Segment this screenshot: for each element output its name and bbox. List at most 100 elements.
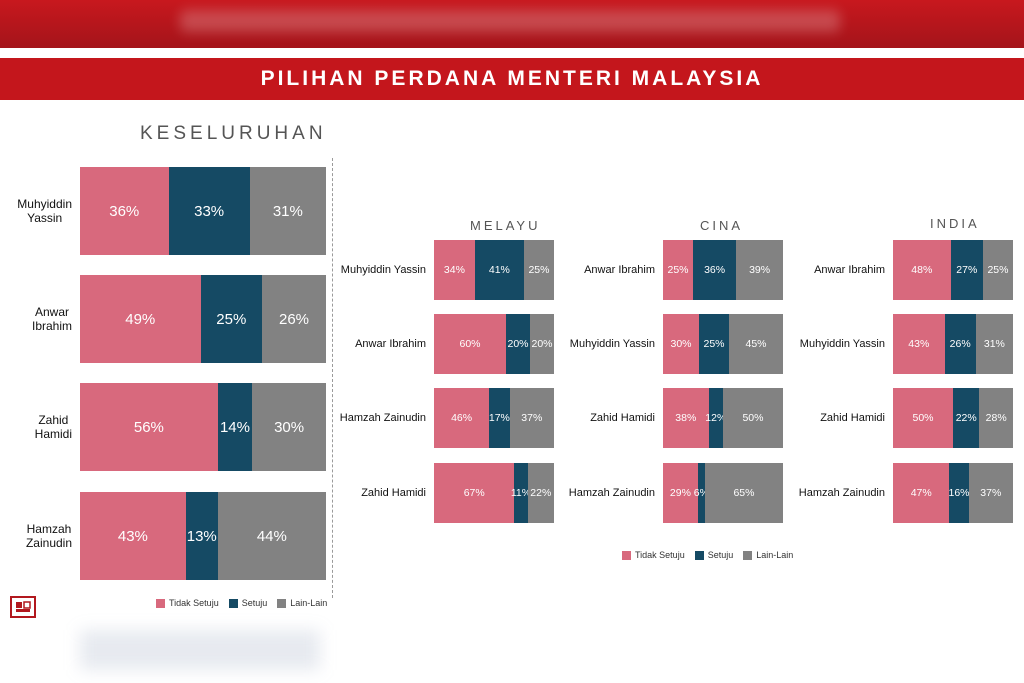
stacked-bar: 38% 12% 50% — [663, 388, 783, 448]
data-label: 34% — [443, 264, 465, 276]
data-label: 49% — [125, 310, 156, 328]
data-label: 29% — [669, 487, 691, 499]
segment-lain-lain: 39% — [736, 240, 783, 300]
segment-setuju: 12% — [705, 388, 726, 448]
segment-lain-lain: 25% — [523, 240, 554, 300]
segment-tidak-setuju: 50% — [893, 388, 953, 448]
category-label: Anwar Ibrahim — [355, 338, 426, 350]
data-label: 36% — [704, 264, 726, 276]
segment-tidak-setuju: 67% — [434, 463, 515, 523]
data-label: 37% — [521, 412, 543, 424]
segment-tidak-setuju: 30% — [663, 314, 699, 374]
segment-lain-lain: 45% — [729, 314, 783, 374]
data-label: 25% — [528, 264, 550, 276]
data-label: 28% — [985, 412, 1007, 424]
stacked-bar: 30% 25% 45% — [663, 314, 783, 374]
panel-title-cina: CINA — [700, 218, 744, 233]
segment-lain-lain: 50% — [722, 388, 783, 448]
panel-title-keseluruhan: KESELURUHAN — [140, 123, 327, 144]
category-label: Anwar Ibrahim — [584, 264, 655, 276]
legend-item-tidak-setuju: Tidak Setuju — [622, 550, 685, 560]
data-label: 36% — [109, 202, 140, 220]
legend-swatch — [156, 598, 165, 608]
data-label: 13% — [186, 527, 217, 545]
data-label: 39% — [749, 264, 771, 276]
data-label: 65% — [733, 487, 755, 499]
data-label: 17% — [488, 412, 510, 424]
legend-item-setuju: Setuju — [694, 550, 733, 560]
legend-swatch — [277, 598, 287, 608]
segment-lain-lain: 37% — [509, 388, 554, 448]
panel-divider — [332, 158, 333, 598]
stacked-bar: 29% 6% 65% — [663, 463, 783, 523]
data-label: 37% — [980, 487, 1002, 499]
segment-tidak-setuju: 34% — [434, 240, 475, 300]
category-label: Muhyiddin Yassin — [569, 338, 655, 350]
title-banner: PILIHAN PERDANA MENTERI MALAYSIA — [0, 58, 1024, 100]
segment-tidak-setuju: 47% — [893, 463, 950, 523]
segment-lain-lain: 44% — [217, 492, 326, 580]
data-label: 50% — [742, 412, 764, 424]
segment-tidak-setuju: 46% — [434, 388, 490, 448]
segment-setuju: 13% — [185, 492, 218, 580]
category-label: Hamzah Zainudin — [25, 522, 72, 550]
stacked-bar: 34% 41% 25% — [434, 240, 554, 300]
stacked-bar: 56% 14% 30% — [80, 383, 326, 471]
data-label: 20% — [507, 338, 529, 350]
segment-lain-lain: 30% — [252, 383, 326, 471]
stacked-bar: 60% 20% 20% — [434, 314, 554, 374]
data-label: 67% — [463, 487, 485, 499]
stacked-bar: 36% 33% 31% — [80, 167, 326, 255]
segment-lain-lain: 31% — [975, 314, 1013, 374]
segment-setuju: 6% — [694, 463, 709, 523]
data-label: 14% — [219, 418, 250, 436]
data-label: 30% — [670, 338, 692, 350]
legend-swatch — [743, 550, 753, 560]
page-title: PILIHAN PERDANA MENTERI MALAYSIA — [260, 67, 764, 90]
legend-swatch — [622, 550, 631, 560]
stacked-bar: 50% 22% 28% — [893, 388, 1013, 448]
segment-tidak-setuju: 49% — [80, 275, 201, 363]
segment-tidak-setuju: 48% — [893, 240, 951, 300]
segment-setuju: 25% — [699, 314, 729, 374]
segment-lain-lain: 37% — [968, 463, 1013, 523]
data-label: 43% — [908, 338, 930, 350]
category-label: Anwar Ibrahim — [814, 264, 885, 276]
data-label: 12% — [705, 412, 727, 424]
segment-lain-lain: 20% — [530, 314, 554, 374]
data-label: 16% — [948, 487, 970, 499]
data-label: 41% — [488, 264, 510, 276]
panel-title-india: INDIA — [930, 216, 980, 231]
category-label: Zahid Hamidi — [590, 412, 655, 424]
data-label: 22% — [955, 412, 977, 424]
segment-lain-lain: 22% — [527, 463, 554, 523]
data-label: 31% — [983, 338, 1005, 350]
category-label: Hamzah Zainudin — [339, 412, 426, 424]
legend-swatch — [228, 598, 238, 608]
data-label: 25% — [667, 264, 689, 276]
stacked-bar: 48% 27% 25% — [893, 240, 1013, 300]
category-label: Anwar Ibrahim — [31, 305, 72, 333]
blurred-footer — [80, 630, 320, 670]
category-label: Muhyiddin Yassin — [17, 197, 72, 225]
stacked-bar: 49% 25% 26% — [80, 275, 326, 363]
panel-title-melayu: MELAYU — [470, 218, 541, 233]
data-label: 50% — [912, 412, 934, 424]
stacked-bar: 46% 17% 37% — [434, 388, 554, 448]
segment-lain-lain: 31% — [249, 167, 326, 255]
data-label: 45% — [745, 338, 767, 350]
data-label: 47% — [910, 487, 932, 499]
legend-item-lain-lain: Lain-Lain — [743, 550, 793, 560]
segment-setuju: 26% — [944, 314, 976, 374]
stacked-bar: 43% 26% 31% — [893, 314, 1013, 374]
category-label: Hamzah Zainudin — [798, 487, 885, 499]
data-label: 26% — [278, 310, 310, 328]
segment-setuju: 16% — [948, 463, 970, 523]
data-label: 22% — [530, 487, 552, 499]
legend-ethnic: Tidak Setuju Setuju Lain-Lain — [622, 550, 803, 560]
stacked-bar: 25% 36% 39% — [663, 240, 783, 300]
segment-setuju: 27% — [950, 240, 983, 300]
legend-swatch — [694, 550, 704, 560]
data-label: 11% — [510, 487, 532, 499]
segment-lain-lain: 28% — [979, 388, 1013, 448]
